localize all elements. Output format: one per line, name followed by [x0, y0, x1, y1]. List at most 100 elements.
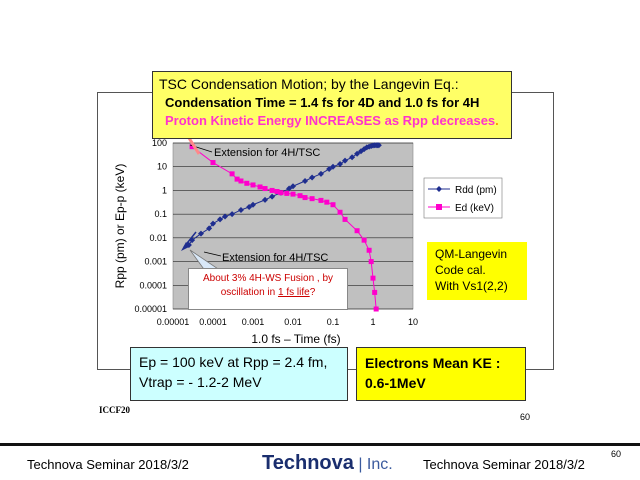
electron-line-2: 0.6-1MeV [365, 375, 426, 391]
annotation-2-text: Extension for 4H/TSC [222, 252, 328, 264]
legend-label-rdd: Rdd (pm) [455, 185, 497, 196]
ed-point [244, 180, 250, 186]
outer-page-number: 60 [611, 449, 622, 459]
y-axis-label: Rpp (pm) or Ep-p (keV) [113, 164, 127, 289]
rdd-point [349, 154, 356, 161]
x-tick-label: 10 [408, 317, 418, 327]
rdd-point [222, 213, 229, 220]
rdd-point [246, 204, 253, 211]
x-tick-label: 0.0001 [199, 317, 227, 327]
rdd-point [210, 220, 216, 227]
ep-box: Ep = 100 keV at Rpp = 2.4 fm, Vtrap = - … [130, 347, 348, 401]
ed-point [274, 189, 280, 195]
rdd-point [290, 183, 296, 190]
ed-point [342, 216, 348, 222]
y-tick-label: 0.01 [149, 233, 167, 243]
ed-point [318, 197, 324, 203]
rdd-point [337, 161, 344, 168]
electron-line-1: Electrons Mean KE : [365, 355, 501, 371]
rdd-point [237, 206, 244, 213]
y-tick-label: 10 [157, 162, 167, 172]
ed-point [337, 209, 343, 215]
y-tick-label: 1 [162, 185, 167, 195]
qm-line-2: Code cal. [435, 263, 486, 277]
y-tick-label: 0.00001 [134, 304, 167, 314]
ed-point [366, 247, 372, 253]
x-tick-label: 0.01 [284, 317, 302, 327]
data-marks [185, 142, 382, 312]
title-line-3-dot: . [495, 113, 499, 128]
legend-box [423, 177, 503, 219]
rdd-point [302, 177, 309, 184]
ed-point [373, 306, 379, 312]
rdd-point [342, 157, 349, 164]
fusion-callout: About 3% 4H-WS Fusion , by oscillation i… [188, 268, 348, 310]
qm-langevin-box: QM-Langevin Code cal. With Vs1(2,2) [427, 242, 527, 300]
qm-line-3: With Vs1(2,2) [435, 279, 508, 293]
legend-label-ed: Ed (keV) [455, 203, 494, 214]
fusion-callout-text: About 3% 4H-WS Fusion , by oscillation i… [202, 273, 334, 298]
ed-point [238, 178, 244, 184]
rdd-point [286, 185, 293, 192]
electron-ke-box: Electrons Mean KE : 0.6-1MeV [356, 347, 526, 401]
x-tick-label: 0.1 [327, 317, 340, 327]
footer-brand-inc-text: Inc. [366, 456, 393, 473]
title-line-3-text: Proton Kinetic Energy INCREASES as Rpp d… [165, 113, 496, 128]
inner-page-number: 60 [520, 412, 531, 422]
y-tick-label: 100 [152, 138, 167, 148]
x-tick-label: 0.001 [242, 317, 265, 327]
ed-point [309, 196, 315, 202]
ed-point [278, 190, 284, 196]
title-line-2: Condensation Time = 1.4 fs for 4D and 1.… [165, 95, 480, 110]
title-line-3: Proton Kinetic Energy INCREASES as Rpp d… [159, 113, 505, 128]
tick-labels: 100 10 1 0.1 0.01 0.001 0.0001 0.00001 0.00001 0.… [134, 138, 418, 327]
y-tick-label: 0.001 [144, 257, 167, 267]
rdd-point [250, 201, 256, 208]
rdd-point [354, 150, 361, 157]
rdd-point [262, 196, 269, 203]
ed-point [297, 193, 303, 199]
ed-point [368, 259, 374, 265]
y-tick-label: 0.0001 [139, 280, 167, 290]
ed-point [370, 275, 376, 281]
footer-brand: Technova | Inc. [262, 452, 393, 475]
footer-left: Technova Seminar 2018/3/2 [27, 457, 189, 472]
legend-marker-ed [436, 204, 442, 210]
x-tick-label: 0.00001 [157, 317, 190, 327]
ed-point [210, 160, 216, 166]
qm-line-1: QM-Langevin [435, 247, 508, 261]
x-tick-label: 1 [370, 317, 375, 327]
footer-right: Technova Seminar 2018/3/2 [423, 457, 585, 472]
ed-point [330, 202, 336, 208]
rdd-point [217, 216, 224, 223]
rdd-point [206, 225, 213, 232]
rdd-point [330, 163, 336, 170]
ed-point [234, 176, 240, 182]
ed-point [229, 171, 235, 177]
annotation-1-text: Extension for 4H/TSC [214, 147, 320, 159]
x-axis-label: 1.0 fs – Time (fs) [251, 332, 340, 346]
rdd-point [375, 142, 382, 149]
ed-point [269, 187, 275, 193]
ep-line-2: Vtrap = - 1.2-2 MeV [139, 374, 262, 390]
annotation-2-arrowhead [181, 242, 189, 251]
legend-marker-rdd [436, 186, 442, 192]
ed-point [189, 144, 195, 150]
rdd-point [326, 166, 333, 173]
rdd-point [269, 193, 276, 200]
y-tick-label: 0.1 [154, 209, 167, 219]
ed-point [372, 289, 378, 295]
ed-point [284, 190, 290, 196]
footer-brand-name: Technova [262, 452, 354, 474]
annotation-1-arrow [187, 137, 201, 155]
rdd-point [229, 211, 236, 218]
fusion-callout-link: 1 fs life [278, 287, 310, 298]
title-box: TSC Condensation Motion; by the Langevin… [152, 71, 512, 139]
ed-point [262, 186, 268, 192]
ed-point [324, 199, 330, 205]
ed-point [250, 182, 256, 188]
ep-line-1: Ep = 100 keV at Rpp = 2.4 fm, [139, 354, 328, 370]
rdd-point [309, 174, 316, 181]
ed-point [354, 228, 360, 234]
annotation-2-leader [203, 251, 222, 257]
